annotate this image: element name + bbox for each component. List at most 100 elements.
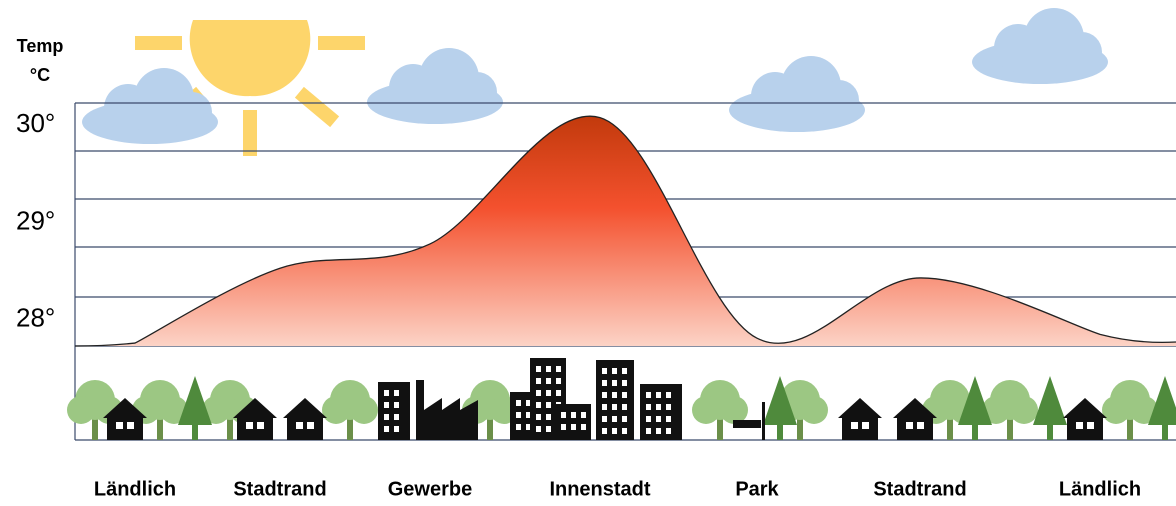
- window: [602, 380, 607, 386]
- window: [394, 390, 399, 396]
- tree-crown: [1102, 396, 1130, 424]
- window: [516, 412, 521, 418]
- window: [571, 412, 576, 418]
- window: [602, 392, 607, 398]
- window: [917, 422, 924, 429]
- window: [612, 416, 617, 422]
- house: [1063, 398, 1107, 440]
- window: [546, 390, 551, 396]
- pine: [958, 376, 992, 440]
- window: [666, 404, 671, 410]
- line: [74, 115, 1176, 347]
- window: [656, 404, 661, 410]
- window: [546, 426, 551, 432]
- y-tick-label: 29°: [16, 205, 55, 235]
- window: [602, 404, 607, 410]
- window: [536, 390, 541, 396]
- window: [384, 402, 389, 408]
- window: [296, 422, 303, 429]
- window: [612, 392, 617, 398]
- window: [646, 428, 651, 434]
- tree-crown: [67, 396, 95, 424]
- tree-crown: [692, 396, 720, 424]
- pine: [763, 376, 797, 440]
- window: [622, 428, 627, 434]
- window: [526, 400, 531, 406]
- window: [862, 422, 869, 429]
- window: [307, 422, 314, 429]
- window: [612, 404, 617, 410]
- window: [666, 392, 671, 398]
- window: [536, 366, 541, 372]
- window: [612, 428, 617, 434]
- window: [384, 414, 389, 420]
- window: [536, 378, 541, 384]
- x-tick-label: Park: [735, 478, 779, 500]
- tree-trunk: [92, 410, 98, 440]
- window: [546, 414, 551, 420]
- window: [581, 424, 586, 430]
- window: [536, 402, 541, 408]
- tree-crown: [322, 396, 350, 424]
- window: [246, 422, 253, 429]
- window: [536, 426, 541, 432]
- window: [526, 424, 531, 430]
- window: [1076, 422, 1083, 429]
- window: [556, 390, 561, 396]
- bench: [733, 420, 761, 428]
- window: [394, 414, 399, 420]
- chart-title: Temp: [17, 36, 64, 56]
- y-axis-label: °C: [30, 65, 50, 85]
- lamp: [762, 402, 765, 440]
- window: [646, 392, 651, 398]
- window: [1087, 422, 1094, 429]
- window: [526, 412, 531, 418]
- tree-crown: [350, 396, 378, 424]
- window: [656, 392, 661, 398]
- sun: [135, 20, 365, 156]
- tree-crown: [720, 396, 748, 424]
- pine: [178, 376, 212, 440]
- window: [612, 380, 617, 386]
- window: [394, 402, 399, 408]
- window: [516, 400, 521, 406]
- window: [602, 428, 607, 434]
- window: [906, 422, 913, 429]
- window: [546, 378, 551, 384]
- house: [233, 398, 277, 440]
- area: [75, 116, 1176, 346]
- house: [103, 398, 147, 440]
- window: [622, 380, 627, 386]
- window: [516, 424, 521, 430]
- tree-crown: [1010, 396, 1038, 424]
- house: [838, 398, 882, 440]
- window: [656, 416, 661, 422]
- tree-trunk: [157, 410, 163, 440]
- x-tick-label: Gewerbe: [388, 478, 472, 500]
- window: [556, 366, 561, 372]
- tree-trunk: [347, 410, 353, 440]
- window: [384, 426, 389, 432]
- x-tick-label: Innenstadt: [549, 478, 650, 500]
- window: [646, 404, 651, 410]
- window: [116, 422, 123, 429]
- pine: [1148, 376, 1176, 440]
- tree-crown: [800, 396, 828, 424]
- house: [283, 398, 327, 440]
- x-tick-label: Ländlich: [1059, 478, 1141, 500]
- x-tick-label: Stadtrand: [873, 478, 966, 500]
- window: [622, 416, 627, 422]
- window: [622, 392, 627, 398]
- window: [127, 422, 134, 429]
- window: [536, 414, 541, 420]
- window: [666, 416, 671, 422]
- window: [546, 366, 551, 372]
- window: [546, 402, 551, 408]
- tree-trunk: [797, 410, 803, 440]
- window: [646, 416, 651, 422]
- pine: [1033, 376, 1067, 440]
- window: [602, 368, 607, 374]
- window: [581, 412, 586, 418]
- cloud: [972, 8, 1108, 84]
